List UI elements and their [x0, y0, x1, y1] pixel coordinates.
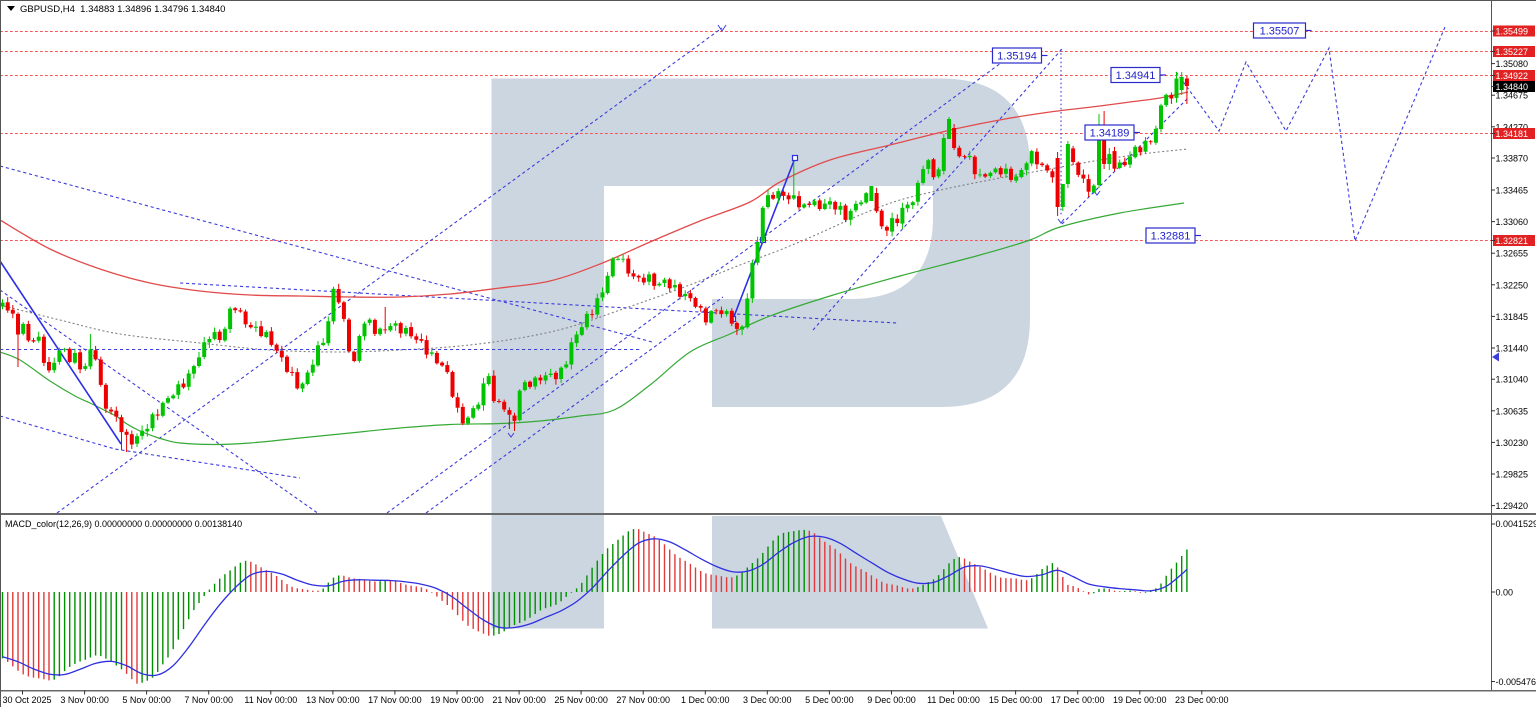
svg-text:9 Dec 00:00: 9 Dec 00:00	[867, 695, 916, 705]
svg-text:17 Nov 00:00: 17 Nov 00:00	[368, 695, 422, 705]
svg-text:11 Dec 00:00: 11 Dec 00:00	[927, 695, 980, 705]
svg-text:3 Dec 00:00: 3 Dec 00:00	[743, 695, 792, 705]
svg-text:1.30635: 1.30635	[1496, 406, 1529, 416]
svg-text:11 Nov 00:00: 11 Nov 00:00	[244, 695, 297, 705]
svg-text:1 Dec 00:00: 1 Dec 00:00	[681, 695, 730, 705]
svg-text:1.33870: 1.33870	[1496, 154, 1529, 164]
svg-text:1.31845: 1.31845	[1496, 312, 1529, 322]
svg-text:0.00: 0.00	[1496, 588, 1514, 598]
svg-text:1.31440: 1.31440	[1496, 344, 1529, 354]
svg-text:25 Nov 00:00: 25 Nov 00:00	[554, 695, 608, 705]
svg-text:27 Nov 00:00: 27 Nov 00:00	[616, 695, 670, 705]
svg-text:1.34181: 1.34181	[1496, 129, 1529, 139]
svg-text:1.34840: 1.34840	[1496, 82, 1529, 92]
svg-text:21 Nov 00:00: 21 Nov 00:00	[492, 695, 546, 705]
svg-text:1.32655: 1.32655	[1496, 249, 1529, 259]
svg-text:1.34189: 1.34189	[1090, 128, 1130, 140]
svg-text:1.33465: 1.33465	[1496, 186, 1529, 196]
svg-text:23 Dec 00:00: 23 Dec 00:00	[1175, 695, 1229, 705]
svg-text:30 Oct 2025: 30 Oct 2025	[3, 695, 52, 705]
svg-text:1.32881: 1.32881	[1151, 231, 1191, 243]
svg-text:GBPUSD,H4 1.34883 1.34896 1.3: GBPUSD,H4 1.34883 1.34896 1.34796 1.3484…	[20, 4, 225, 15]
svg-text:1.29825: 1.29825	[1496, 470, 1529, 480]
svg-text:13 Nov 00:00: 13 Nov 00:00	[306, 695, 360, 705]
svg-text:5 Nov 00:00: 5 Nov 00:00	[122, 695, 171, 705]
svg-text:1.35227: 1.35227	[1496, 47, 1529, 57]
svg-text:3 Nov 00:00: 3 Nov 00:00	[60, 695, 109, 705]
svg-text:15 Dec 00:00: 15 Dec 00:00	[989, 695, 1043, 705]
svg-text:1.34941: 1.34941	[1116, 70, 1156, 82]
svg-text:1.35194: 1.35194	[997, 51, 1037, 63]
svg-text:1.34675: 1.34675	[1496, 91, 1529, 101]
svg-text:17 Dec 00:00: 17 Dec 00:00	[1051, 695, 1105, 705]
svg-text:1.32821: 1.32821	[1496, 236, 1529, 246]
svg-text:5 Dec 00:00: 5 Dec 00:00	[805, 695, 854, 705]
svg-text:1.30230: 1.30230	[1496, 438, 1529, 448]
svg-text:0.0041529: 0.0041529	[1496, 519, 1536, 529]
svg-text:7 Nov 00:00: 7 Nov 00:00	[184, 695, 233, 705]
svg-text:1.35080: 1.35080	[1496, 59, 1529, 69]
svg-text:1.35507: 1.35507	[1260, 26, 1300, 38]
svg-text:1.32250: 1.32250	[1496, 280, 1529, 290]
svg-text:19 Nov 00:00: 19 Nov 00:00	[430, 695, 484, 705]
svg-text:1.35499: 1.35499	[1496, 27, 1529, 37]
svg-text:1.31040: 1.31040	[1496, 375, 1529, 385]
svg-text:1.29420: 1.29420	[1496, 501, 1529, 511]
svg-text:1.34922: 1.34922	[1496, 71, 1529, 81]
svg-text:1.33060: 1.33060	[1496, 217, 1529, 227]
svg-text:MACD_color(12,26,9) 0.00000000: MACD_color(12,26,9) 0.00000000 0.0000000…	[5, 519, 242, 529]
svg-text:19 Dec 00:00: 19 Dec 00:00	[1113, 695, 1167, 705]
